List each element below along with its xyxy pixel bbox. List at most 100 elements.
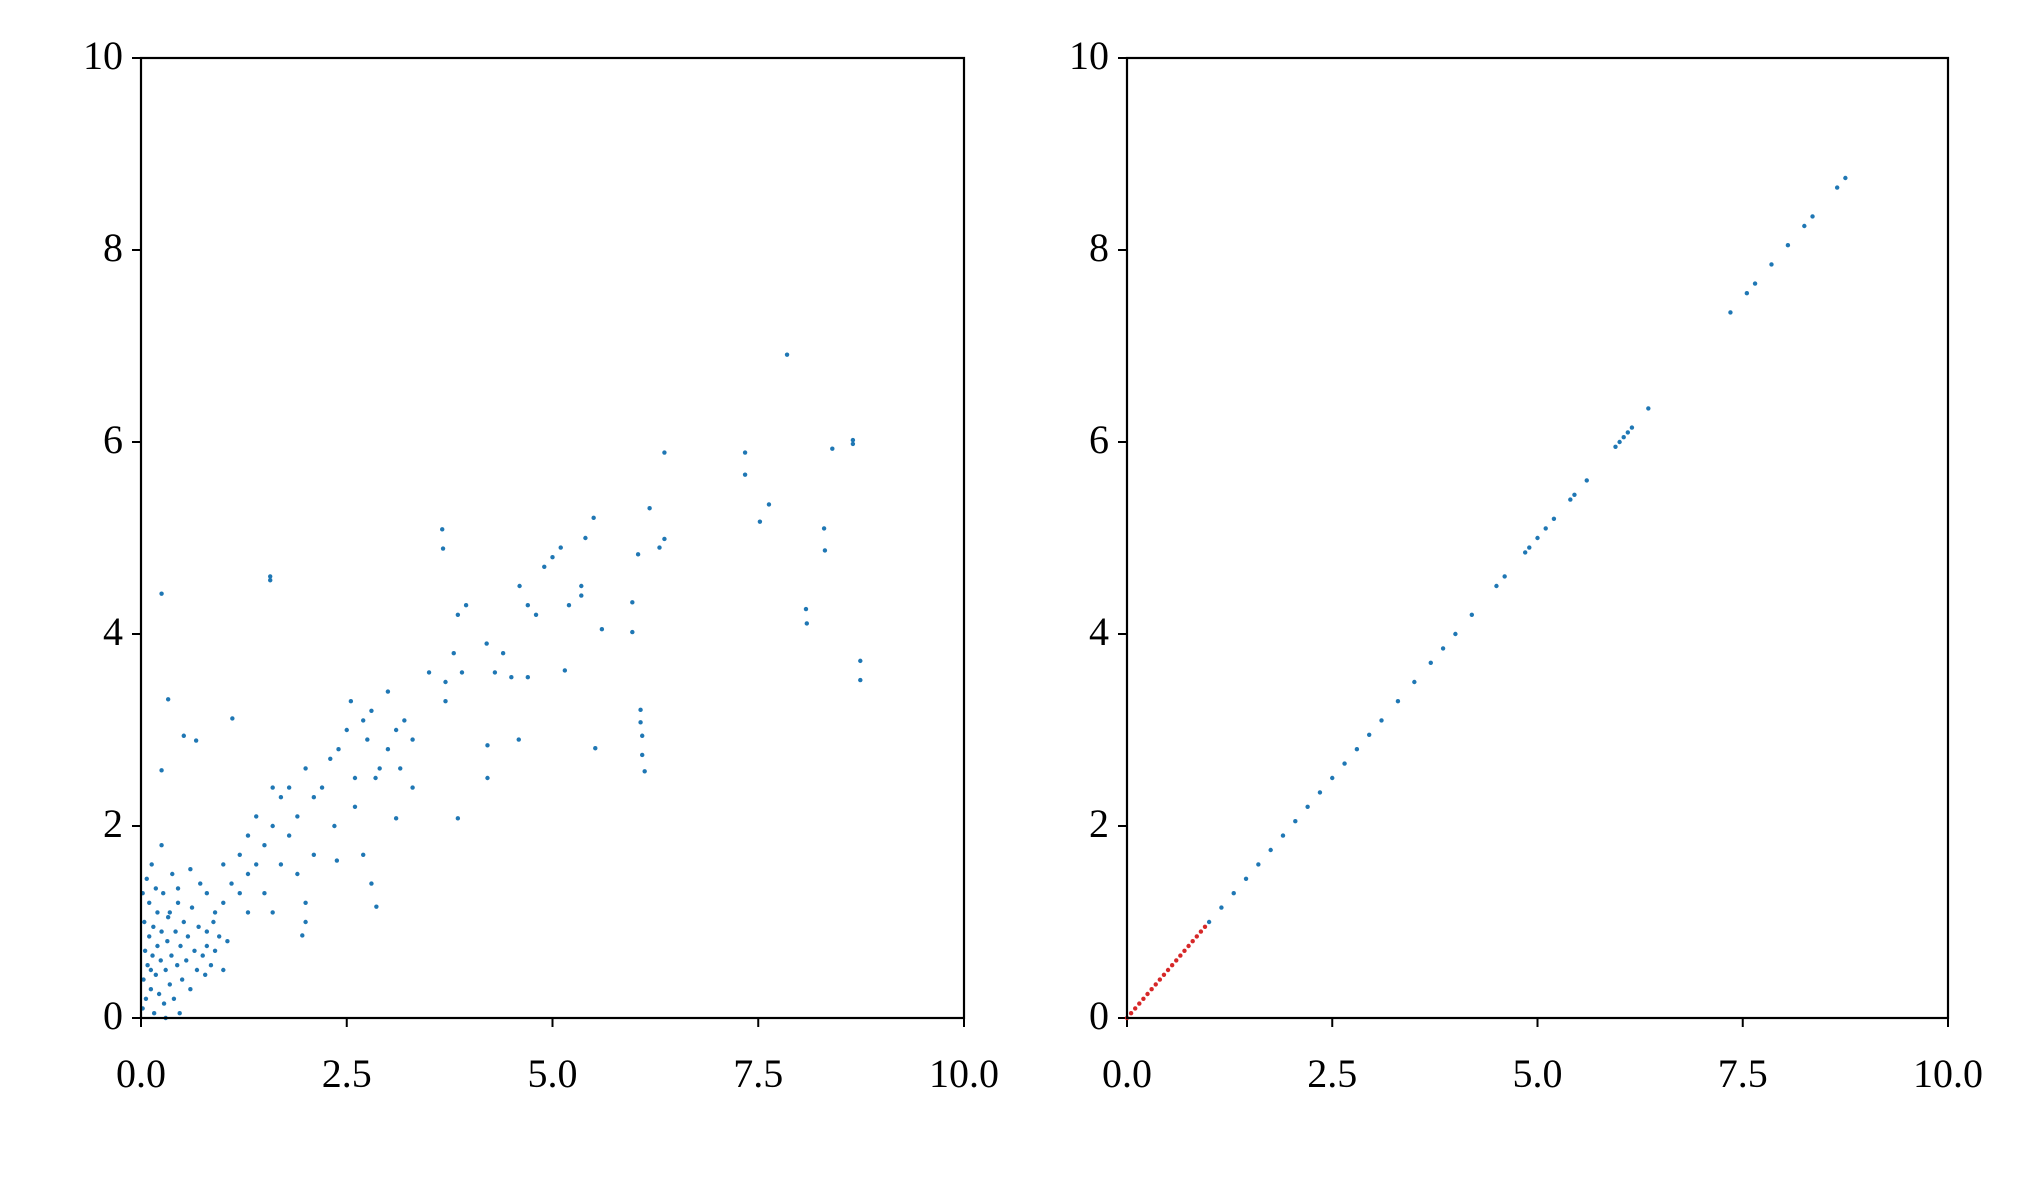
scatter-point: [225, 939, 230, 944]
scatter-point: [1231, 891, 1236, 896]
scatter-point: [328, 756, 333, 761]
scatter-point: [216, 934, 222, 939]
scatter-point: [463, 603, 469, 608]
scatter-point: [179, 977, 185, 982]
scatter-point: [303, 900, 308, 905]
scatter-point: [410, 785, 415, 790]
scatter-point: [1834, 185, 1840, 190]
scatter-point: [1843, 175, 1848, 181]
scatter-point: [175, 900, 181, 905]
scatter-point: [188, 987, 193, 992]
scatter-point: [1219, 905, 1224, 910]
scatter-point: [1502, 574, 1507, 579]
scatter-point: [245, 833, 251, 838]
scatter-point: [402, 718, 407, 723]
x-tick-label: 2.5: [322, 1051, 372, 1096]
scatter-point: [1153, 982, 1158, 987]
scatter-point: [161, 891, 166, 896]
scatter-point: [334, 858, 340, 863]
axes-frame: [1125, 56, 1950, 1020]
scatter-point: [268, 574, 273, 579]
scatter-point: [1440, 646, 1446, 651]
y-tick-label: 2: [103, 801, 123, 846]
scatter-point: [221, 862, 226, 867]
scatter-point: [156, 991, 162, 997]
scatter-point: [270, 910, 275, 915]
scatter-point: [352, 804, 358, 809]
scatter-point: [599, 627, 605, 632]
scatter-point: [1621, 435, 1626, 440]
scatter-point: [858, 677, 863, 683]
scatter-point: [451, 651, 456, 656]
scatter-point: [516, 737, 521, 742]
scatter-point: [1145, 991, 1150, 997]
scatter-point: [1802, 223, 1807, 229]
scatter-point: [1568, 497, 1573, 502]
scatter-point: [229, 881, 234, 886]
scatter-point: [189, 905, 195, 910]
scatter-point: [365, 737, 370, 742]
scatter-point: [150, 953, 155, 958]
scatter-point: [159, 768, 164, 773]
scatter-point: [161, 1001, 167, 1006]
scatter-point: [1202, 924, 1208, 929]
scatter-point: [278, 795, 284, 800]
scatter-point: [311, 852, 317, 857]
scatter-point: [369, 708, 374, 713]
scatter-point: [204, 929, 210, 934]
scatter-point: [591, 515, 596, 521]
scatter-point: [151, 1011, 157, 1016]
scatter-point: [459, 670, 465, 675]
scatter-point: [485, 775, 490, 781]
scatter-point: [443, 699, 448, 704]
scatter-point: [245, 910, 251, 915]
scatter-point: [579, 593, 584, 598]
scatter-point: [373, 775, 378, 781]
scatter-point: [165, 697, 171, 702]
scatter-point: [1169, 963, 1175, 968]
scatter-point: [1744, 291, 1750, 296]
scatter-point: [149, 862, 154, 867]
scatter-point: [583, 535, 588, 541]
scatter-point: [1366, 732, 1372, 737]
scatter-point: [198, 881, 203, 886]
scatter-point: [204, 891, 210, 896]
scatter-point: [822, 548, 828, 553]
scatter-point: [630, 629, 635, 635]
scatter-point: [151, 924, 156, 929]
scatter-point: [155, 943, 160, 949]
axes-frame: [139, 56, 966, 1020]
scatter-point: [858, 658, 863, 664]
scatter-point: [142, 948, 148, 953]
scatter-point: [181, 919, 186, 925]
scatter-point: [579, 583, 584, 589]
scatter-point: [170, 871, 175, 877]
scatter-point: [550, 555, 555, 560]
scatter-point: [1305, 804, 1310, 809]
scatter-point: [270, 823, 275, 829]
scatter-point: [148, 987, 154, 992]
scatter-point: [1141, 996, 1146, 1001]
scatter-point: [147, 934, 152, 939]
scatter-point: [1206, 919, 1212, 925]
scatter-point: [1174, 958, 1179, 963]
x-tick-label: 0.0: [1102, 1051, 1152, 1096]
scatter-point: [443, 679, 448, 685]
scatter-point: [165, 939, 170, 944]
scatter-point: [662, 536, 667, 542]
scatter-point: [410, 737, 415, 742]
scatter-point: [484, 641, 489, 646]
scatter-point: [1551, 516, 1557, 521]
scatter-point: [850, 441, 856, 447]
scatter-point: [1178, 953, 1183, 958]
scatter-point: [295, 814, 300, 819]
scatter-point: [640, 752, 645, 758]
scatter-point: [361, 852, 366, 857]
scatter-point: [766, 502, 772, 507]
scatter-point: [1330, 775, 1335, 781]
scatter-point: [525, 675, 531, 680]
scatter-point: [426, 670, 432, 675]
x-tick-label: 5.0: [1513, 1051, 1563, 1096]
scatter-point: [1149, 987, 1154, 992]
scatter-point: [286, 833, 292, 838]
